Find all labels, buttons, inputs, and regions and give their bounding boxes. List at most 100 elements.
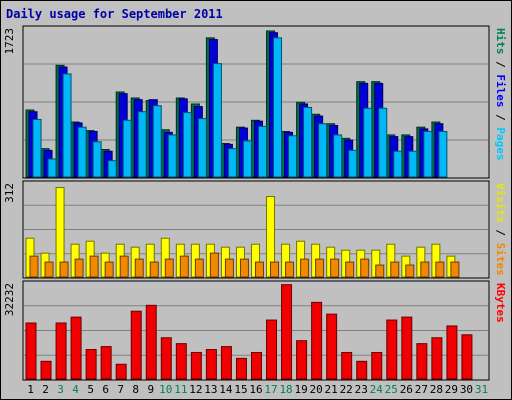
bar-sites-day-23 [360,258,370,278]
bar-pages-day-20 [318,123,328,178]
bar-pages-day-16 [257,125,267,178]
bar-sites-day-29 [450,261,460,278]
x-tick-label-day-27: 27 [415,383,428,396]
bar-sites-day-19 [300,258,310,278]
x-tick-label-day-10: 10 [159,383,172,396]
bar-pages-day-22 [348,149,358,178]
bar-pages-day-14 [227,148,237,178]
bar-pages-day-24 [378,107,388,178]
bar-pages-day-23 [363,107,373,178]
bar-sites-day-16 [254,261,264,278]
x-tick-label-day-13: 13 [204,383,217,396]
x-tick-label-day-1: 1 [27,383,34,396]
bar-sites-day-26 [405,264,415,278]
bar-sites-day-22 [345,261,355,278]
bar-kbytes-day-8 [130,310,142,380]
legend-entry: KBytes [494,283,507,323]
bar-kbytes-day-20 [311,301,323,380]
bar-sites-day-11 [179,255,189,278]
x-tick-label-day-12: 12 [189,383,202,396]
x-tick-label-day-5: 5 [87,383,94,396]
bar-kbytes-day-4 [70,316,82,380]
bar-kbytes-day-14 [220,346,232,380]
bar-sites-day-21 [330,258,340,278]
bar-kbytes-day-16 [250,351,262,380]
bar-sites-day-5 [89,255,99,278]
bar-kbytes-day-2 [40,360,52,380]
bar-pages-day-21 [333,134,343,178]
bar-pages-day-5 [92,141,102,178]
bar-sites-day-4 [74,258,84,278]
legend-entry: Hits [494,28,507,55]
bar-kbytes-day-19 [296,340,308,380]
bar-sites-day-7 [119,255,129,278]
x-tick-label-day-7: 7 [117,383,124,396]
bar-kbytes-day-24 [371,351,383,380]
bar-sites-day-12 [194,258,204,278]
x-tick-label-day-8: 8 [132,383,139,396]
bar-kbytes-day-29 [446,325,458,380]
bar-kbytes-day-15 [235,357,247,380]
x-tick-label-day-2: 2 [42,383,49,396]
bar-sites-day-18 [285,261,295,278]
bar-kbytes-day-5 [85,349,97,380]
bar-sites-day-27 [420,261,430,278]
x-tick-label-day-17: 17 [264,383,277,396]
x-tick-label-day-28: 28 [430,383,443,396]
x-tick-label-day-22: 22 [340,383,353,396]
bar-sites-day-14 [224,258,234,278]
bar-kbytes-day-22 [341,351,353,380]
bar-pages-day-19 [303,106,313,178]
y-max-label-kbytes: 32232 [3,283,16,316]
bar-pages-day-8 [137,111,147,178]
x-tick-label-day-24: 24 [370,383,384,396]
bar-sites-day-1 [29,255,39,278]
bar-pages-day-2 [47,158,57,178]
bar-pages-day-12 [197,118,207,178]
x-tick-label-day-15: 15 [234,383,247,396]
bar-sites-day-25 [390,261,400,278]
bar-pages-day-7 [122,119,132,178]
bar-sites-day-2 [44,261,54,278]
bar-sites-day-20 [315,258,325,278]
bar-pages-day-4 [77,126,87,178]
bar-pages-day-28 [438,130,448,178]
x-tick-label-day-23: 23 [355,383,368,396]
legend-entry: / [494,108,507,128]
bar-pages-day-13 [212,63,222,178]
bar-kbytes-day-21 [326,313,338,380]
legend-entry: Files [494,74,507,107]
bar-kbytes-day-9 [145,304,157,380]
legend-pages-files-hits: Hits / Files / Pages [494,28,507,161]
bar-pages-day-10 [167,134,177,178]
bar-kbytes-day-27 [416,343,428,380]
bar-kbytes-day-25 [386,319,398,380]
legend-entry: Pages [494,127,507,160]
x-tick-label-day-20: 20 [310,383,323,396]
bar-kbytes-day-1 [25,322,37,380]
bar-sites-day-9 [149,261,159,278]
bar-kbytes-day-6 [100,346,112,380]
legend-entry: / [494,55,507,75]
bar-pages-day-3 [62,73,72,178]
bar-pages-day-18 [288,135,298,178]
x-tick-label-day-19: 19 [294,383,307,396]
legend-visits-sites: Visits / Sites [494,183,507,276]
bar-kbytes-day-13 [205,349,217,380]
bar-pages-day-11 [182,112,192,178]
bar-kbytes-day-23 [356,360,368,380]
legend-entry: Sites [494,243,507,276]
x-tick-label-day-11: 11 [174,383,187,396]
x-tick-label-day-6: 6 [102,383,109,396]
bar-sites-day-6 [104,261,114,278]
bar-pages-day-17 [273,37,283,178]
bar-sites-day-13 [209,252,219,278]
x-tick-label-day-30: 30 [460,383,473,396]
bar-sites-day-10 [164,258,174,278]
bar-kbytes-day-26 [401,316,413,380]
y-max-label-pages-files-hits: 1723 [3,28,16,55]
x-tick-label-day-31: 31 [475,383,488,396]
bar-kbytes-day-30 [461,334,473,380]
bar-pages-day-26 [408,150,418,178]
